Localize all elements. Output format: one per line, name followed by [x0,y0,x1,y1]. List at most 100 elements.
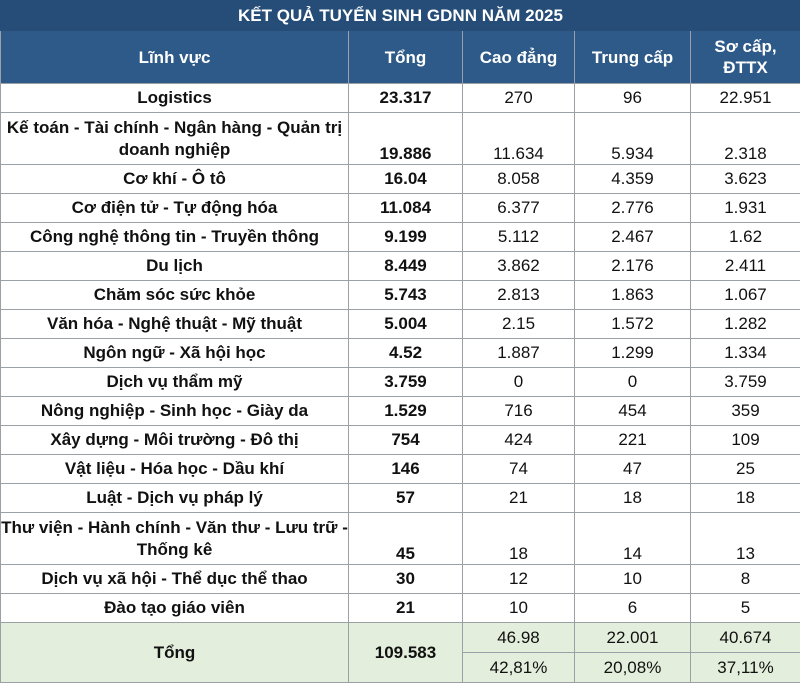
row-category: Chăm sóc sức khỏe [1,281,349,310]
total-label: Tổng [1,623,349,683]
table-cell: 11.634 [463,113,575,165]
row-category: Ngôn ngữ - Xã hội học [1,339,349,368]
row-category: Xây dựng - Môi trường - Đô thị [1,426,349,455]
row-category: Dịch vụ xã hội - Thể dục thể thao [1,565,349,594]
column-header: Lĩnh vực [1,31,349,84]
table-cell: 13 [691,513,800,565]
table-cell: 14 [575,513,691,565]
table-cell: 2.411 [691,252,800,281]
row-category: Kế toán - Tài chính - Ngân hàng - Quản t… [1,113,349,165]
table-cell: 10 [575,565,691,594]
table-cell: 8 [691,565,800,594]
table-cell: 10 [463,594,575,623]
row-category: Cơ khí - Ô tô [1,165,349,194]
table-cell: 1.282 [691,310,800,339]
total-percent: 20,08% [575,653,691,683]
table-cell: 1.863 [575,281,691,310]
table-cell: 2.318 [691,113,800,165]
table-cell: 5.112 [463,223,575,252]
table-cell: 2.176 [575,252,691,281]
row-category: Công nghệ thông tin - Truyền thông [1,223,349,252]
column-header: Trung cấp [575,31,691,84]
table-cell: 30 [349,565,463,594]
row-category: Du lịch [1,252,349,281]
table-cell: 716 [463,397,575,426]
table-title: KẾT QUẢ TUYỂN SINH GDNN NĂM 2025 [1,1,800,31]
total-percent: 42,81% [463,653,575,683]
row-category: Nông nghiệp - Sinh học - Giày da [1,397,349,426]
table-cell: 0 [463,368,575,397]
table-cell: 8.449 [349,252,463,281]
table-cell: 3.759 [691,368,800,397]
column-header: Sơ cấp, ĐTTX [691,31,800,84]
table-cell: 21 [463,484,575,513]
table-cell: 454 [575,397,691,426]
table-cell: 1.887 [463,339,575,368]
table-cell: 2.776 [575,194,691,223]
table-cell: 23.317 [349,84,463,113]
table-cell: 47 [575,455,691,484]
table-cell: 2.467 [575,223,691,252]
table-cell: 9.199 [349,223,463,252]
total-value: 109.583 [349,623,463,683]
table-cell: 16.04 [349,165,463,194]
table-cell: 3.759 [349,368,463,397]
column-header: Cao đẳng [463,31,575,84]
table-row: Kế toán - Tài chính - Ngân hàng - Quản t… [1,113,800,165]
table-cell: 359 [691,397,800,426]
table-cell: 3.623 [691,165,800,194]
row-category: Cơ điện tử - Tự động hóa [1,194,349,223]
table-cell: 6.377 [463,194,575,223]
total-cell: 46.98 [463,623,575,653]
row-category: Luật - Dịch vụ pháp lý [1,484,349,513]
table-cell: 0 [575,368,691,397]
table-cell: 1.572 [575,310,691,339]
table-cell: 5.743 [349,281,463,310]
table-cell: 5.934 [575,113,691,165]
table-cell: 2.813 [463,281,575,310]
table-cell: 96 [575,84,691,113]
table-cell: 754 [349,426,463,455]
table-cell: 1.931 [691,194,800,223]
table-cell: 57 [349,484,463,513]
table-cell: 6 [575,594,691,623]
table-cell: 5 [691,594,800,623]
row-category: Logistics [1,84,349,113]
table-cell: 11.084 [349,194,463,223]
table-cell: 1.62 [691,223,800,252]
table-cell: 4.359 [575,165,691,194]
row-category: Dịch vụ thẩm mỹ [1,368,349,397]
column-header: Tổng [349,31,463,84]
row-category: Thư viện - Hành chính - Văn thư - Lưu tr… [1,513,349,565]
table-cell: 19.886 [349,113,463,165]
table-cell: 74 [463,455,575,484]
table-cell: 4.52 [349,339,463,368]
row-category: Vật liệu - Hóa học - Dầu khí [1,455,349,484]
table-cell: 1.067 [691,281,800,310]
total-cell: 40.674 [691,623,800,653]
table-cell: 221 [575,426,691,455]
table-cell: 5.004 [349,310,463,339]
table-row: Thư viện - Hành chính - Văn thư - Lưu tr… [1,513,800,565]
table-cell: 21 [349,594,463,623]
table-cell: 8.058 [463,165,575,194]
row-category: Văn hóa - Nghệ thuật - Mỹ thuật [1,310,349,339]
table-cell: 18 [463,513,575,565]
table-cell: 25 [691,455,800,484]
table-cell: 1.299 [575,339,691,368]
table-cell: 270 [463,84,575,113]
table-cell: 2.15 [463,310,575,339]
